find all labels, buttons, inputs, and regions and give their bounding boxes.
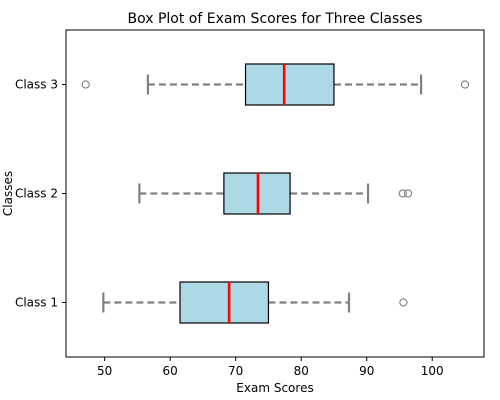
y-axis-label: Classes xyxy=(1,171,15,216)
x-tick-label: 100 xyxy=(421,364,444,378)
x-axis-ticks: 50 60 70 80 90 100 xyxy=(97,357,444,378)
outlier-point xyxy=(398,189,407,198)
iqr-box xyxy=(244,63,335,106)
y-tick-label: Class 1 xyxy=(15,296,58,310)
box-group xyxy=(138,172,413,215)
outlier-point xyxy=(399,298,408,307)
x-axis-label: Exam Scores xyxy=(236,381,313,395)
x-tick-label: 90 xyxy=(359,364,374,378)
x-tick-label: 80 xyxy=(294,364,309,378)
outlier-point xyxy=(81,80,90,89)
y-axis-ticks: Class 1 Class 2 Class 3 xyxy=(15,78,66,310)
x-tick-label: 70 xyxy=(228,364,243,378)
outlier-point xyxy=(403,189,413,198)
x-tick-label: 60 xyxy=(163,364,178,378)
chart-marks xyxy=(81,63,470,324)
x-tick-label: 50 xyxy=(97,364,112,378)
y-tick-label: Class 3 xyxy=(15,78,58,92)
outlier-point xyxy=(460,80,470,89)
y-tick-label: Class 2 xyxy=(15,187,58,201)
iqr-box xyxy=(179,281,270,324)
chart-title: Box Plot of Exam Scores for Three Classe… xyxy=(128,11,423,27)
box-group xyxy=(102,281,408,324)
box-group xyxy=(81,63,470,106)
